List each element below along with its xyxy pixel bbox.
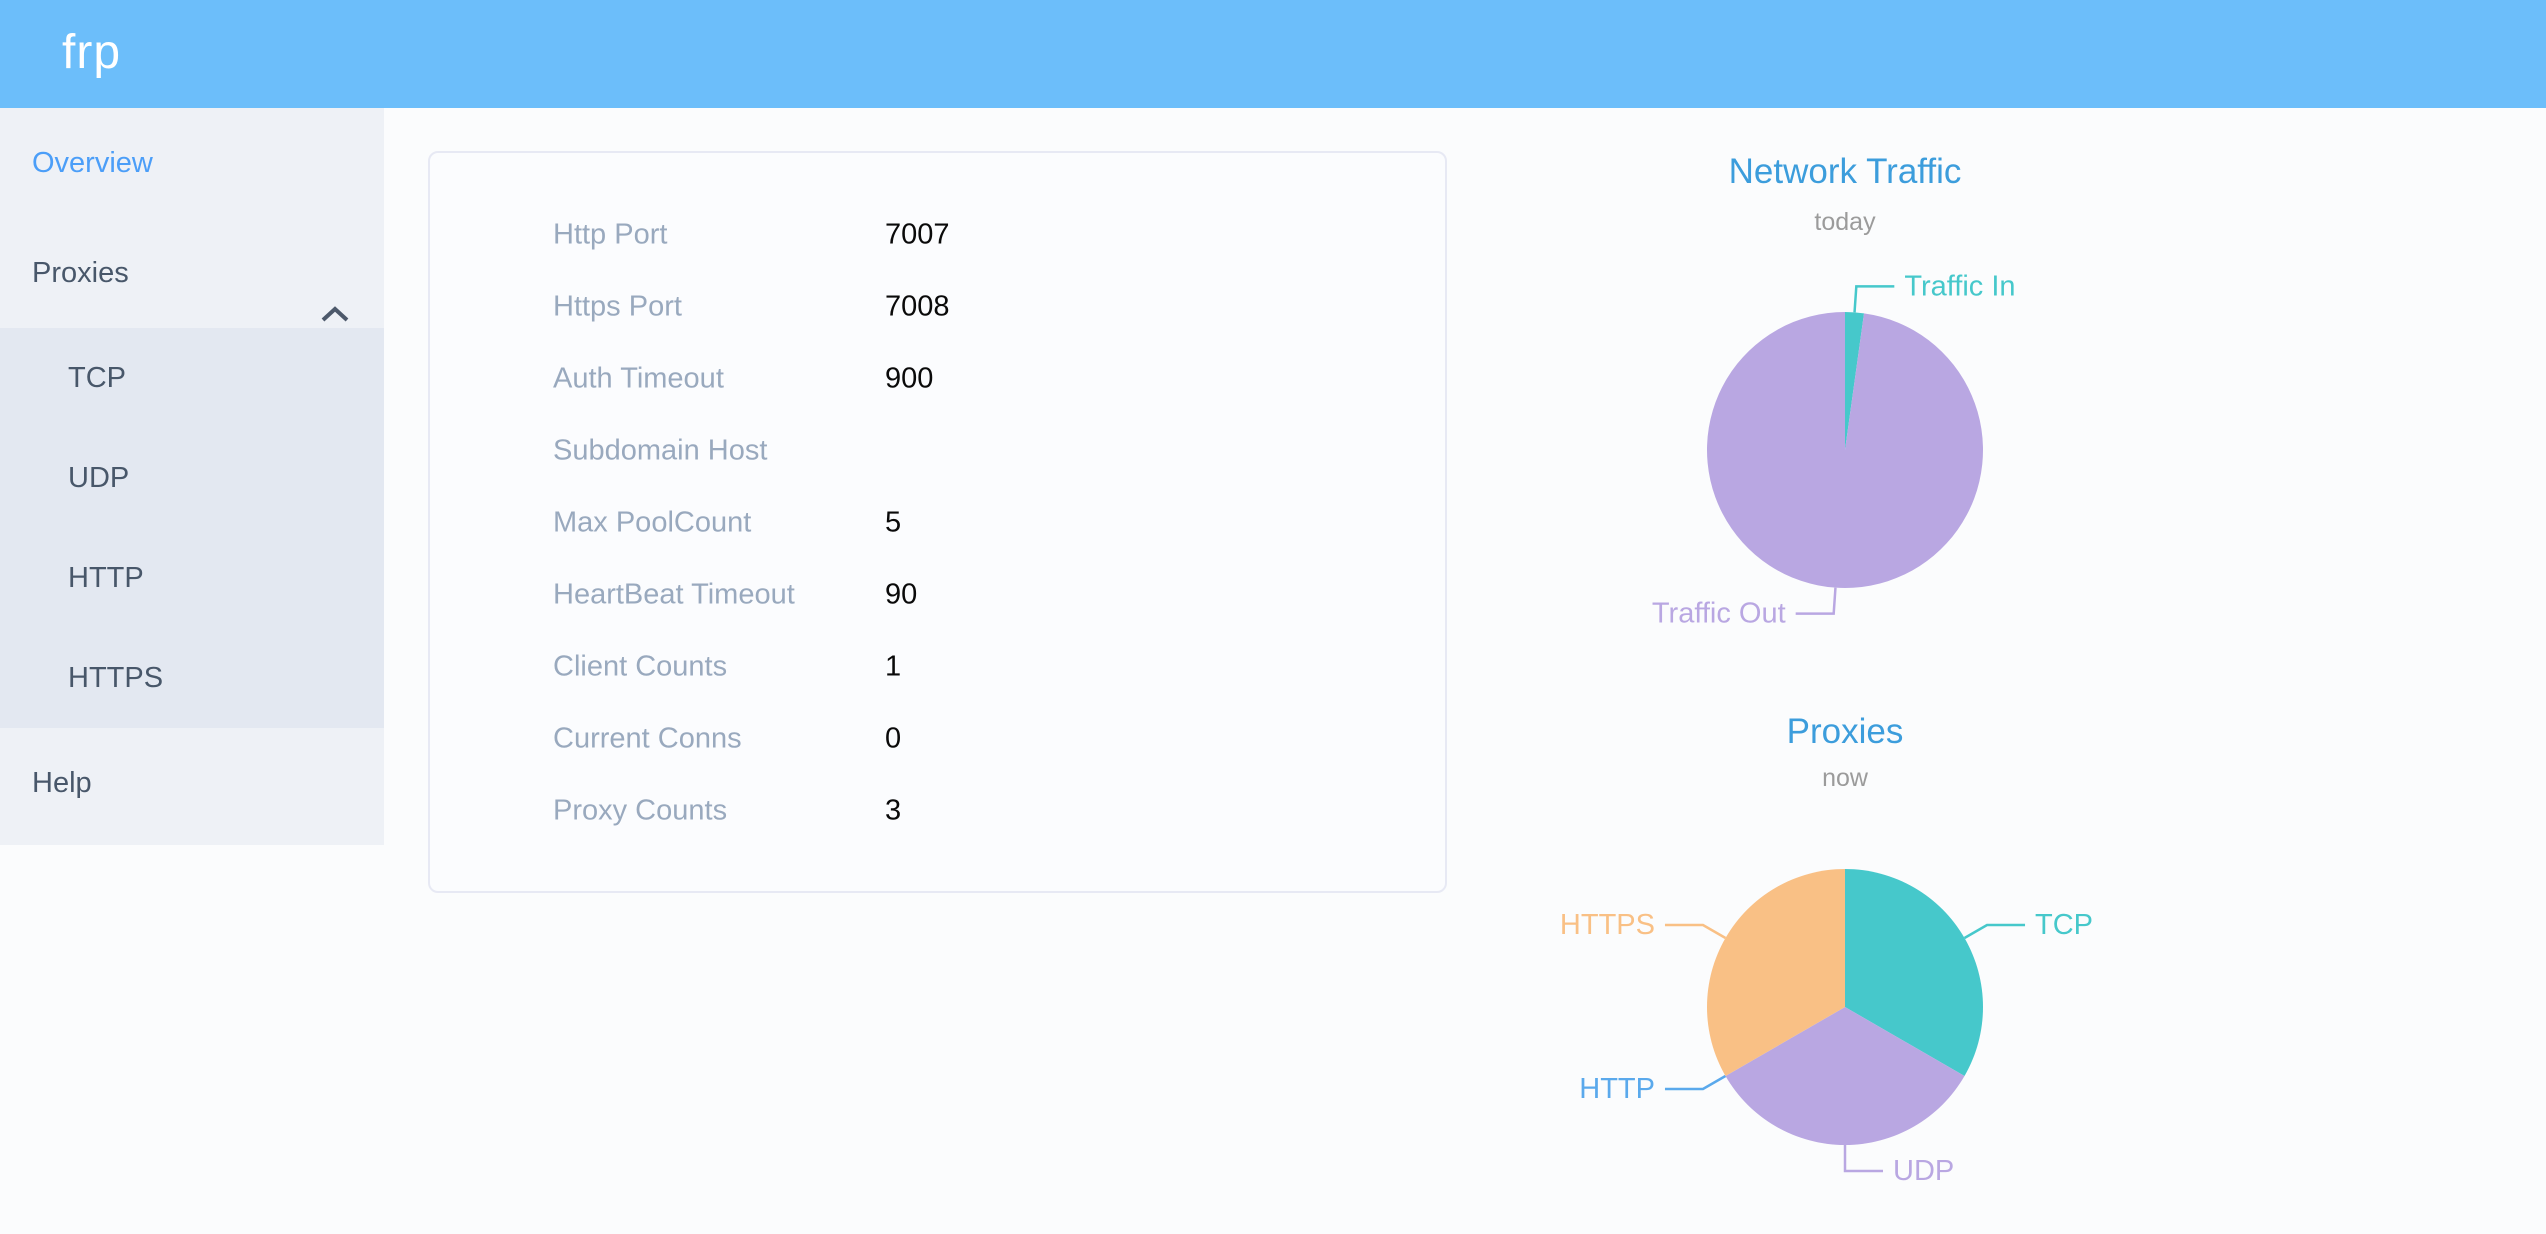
table-row: Proxy Counts 3 [430,775,1445,847]
sidebar-subitem-https[interactable]: HTTPS [68,662,164,694]
app-logo: frp [62,26,122,79]
table-row-value: 3 [885,794,902,827]
table-row-label: Max PoolCount [553,506,752,539]
table-row: Client Counts 1 [430,631,1445,703]
table-row: Current Conns 0 [430,703,1445,775]
pie-slice-traffic-in[interactable] [1845,312,1865,450]
table-row-value: 7007 [885,218,950,251]
pie-slice-udp[interactable] [1725,1007,1965,1145]
table-row-value: 0 [885,722,902,755]
table-row: Auth Timeout 900 [430,343,1445,415]
table-row-label: Proxy Counts [553,794,728,827]
table-row-value: 90 [885,578,918,611]
sidebar-item-proxies[interactable]: Proxies [0,218,384,328]
sidebar-subitem-udp[interactable]: UDP [68,462,130,494]
server-info-table: Http Port 7007 Https Port 7008 Auth Time… [430,199,1445,847]
network-traffic-subtitle: today [1814,208,1876,236]
network-traffic-title: Network Traffic [1728,152,1962,191]
proxies-subtitle: now [1822,764,1868,792]
table-row: Max PoolCount 5 [430,487,1445,559]
proxies-pie-chart: TCP UDP HTTP HTTPS [1560,869,2093,1187]
pie-slice-label: HTTP [1579,1073,1655,1105]
sidebar-item-label: Overview [32,147,153,179]
sidebar-submenu-proxies: TCP UDP HTTP HTTPS [0,328,384,728]
table-row-label: Auth Timeout [553,362,724,395]
pie-slice-label: UDP [1893,1155,1954,1187]
app-header: frp [0,0,2546,108]
pie-slice-label: TCP [2035,909,2093,941]
table-row-label: Https Port [553,290,682,323]
table-row-label: Subdomain Host [553,434,768,467]
chevron-up-icon [320,262,350,372]
table-row: HeartBeat Timeout 90 [430,559,1445,631]
table-row: Https Port 7008 [430,271,1445,343]
table-row-label: Client Counts [553,650,728,683]
pie-label-leader [1963,923,2026,940]
table-row-label: Http Port [553,218,668,251]
sidebar-item-overview[interactable]: Overview [0,108,384,218]
table-row: Http Port 7007 [430,199,1445,271]
pie-label-leader [1843,1145,1883,1173]
table-row-value: 7008 [885,290,950,323]
pie-label-leader [1795,587,1837,615]
pie-label-leader [1664,923,1727,940]
pie-slice-label: Traffic In [1904,270,2015,302]
table-row-value: 1 [885,650,902,683]
table-row-label: HeartBeat Timeout [553,578,795,611]
server-info-card: Http Port 7007 Https Port 7008 Auth Time… [428,151,1447,893]
pie-slice-tcp[interactable] [1845,869,1983,1076]
pie-label-leader [1664,1074,1727,1091]
proxies-title: Proxies [1786,712,1904,751]
sidebar-subitem-tcp[interactable]: TCP [68,362,126,394]
sidebar: Overview Proxies TCP UDP HTTP HTTPS Help [0,108,384,845]
pie-slice-label: HTTPS [1560,909,1655,941]
pie-slice-https[interactable] [1707,869,1845,1076]
table-row-label: Current Conns [553,722,742,755]
sidebar-item-label: Help [32,767,92,799]
sidebar-subitem-http[interactable]: HTTP [68,562,144,594]
table-row-value: 5 [885,506,902,539]
pie-label-leader [1853,285,1895,313]
sidebar-item-label: Proxies [32,257,129,289]
pie-slice-traffic-out[interactable] [1707,312,1983,588]
table-row: Subdomain Host [430,415,1445,487]
network-traffic-pie-chart: Traffic In Traffic Out [1652,270,2016,630]
sidebar-item-help[interactable]: Help [0,728,384,838]
pie-slice-label: Traffic Out [1652,598,1786,630]
table-row-value: 900 [885,362,934,395]
